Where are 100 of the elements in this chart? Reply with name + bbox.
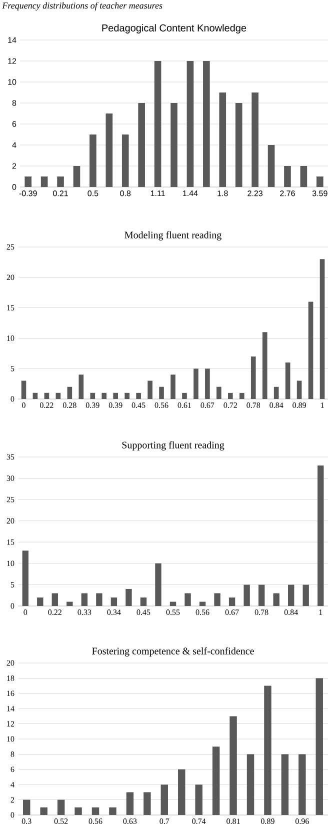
x-tick-label: 1.44	[183, 190, 198, 196]
y-tick-label: 20	[6, 274, 14, 280]
y-tick-label: 20	[6, 660, 14, 666]
bar	[288, 584, 294, 606]
bar	[140, 597, 147, 606]
bar	[214, 593, 220, 606]
y-tick-label: 14	[8, 37, 16, 43]
y-tick-label: 10	[7, 336, 14, 341]
y-tick-label: 6	[10, 766, 14, 772]
bar	[320, 259, 325, 399]
bar	[268, 145, 275, 187]
y-tick-label: 2	[12, 163, 16, 169]
x-tick-label: 0.63	[123, 818, 137, 824]
x-tick-label: 0.84	[270, 402, 284, 408]
x-tick-label: 0.78	[254, 610, 268, 615]
bar	[205, 368, 210, 399]
bar	[56, 392, 61, 399]
x-tick-label: 0.8	[120, 190, 131, 196]
y-tick-label: 12	[8, 58, 16, 64]
bar	[73, 166, 80, 187]
bar	[300, 166, 308, 187]
x-tick-label: 0.67	[200, 402, 214, 408]
y-tick-label: 10	[8, 79, 16, 85]
y-tick-label: 18	[7, 676, 14, 681]
bar	[264, 686, 272, 816]
bar	[316, 176, 324, 187]
x-tick-label: 0.81	[226, 818, 240, 824]
bar	[81, 593, 88, 606]
bar	[302, 584, 309, 606]
x-tick-label: 0.5	[88, 190, 98, 196]
x-tick-label: 0.33	[78, 610, 92, 615]
bar	[24, 176, 32, 187]
x-tick-label: 0.96	[295, 818, 309, 824]
bar	[216, 386, 222, 399]
bar	[22, 550, 28, 606]
bar	[250, 356, 256, 399]
x-tick-label: 0.39	[108, 402, 122, 408]
bar	[194, 368, 198, 399]
bar	[148, 380, 152, 399]
bar	[199, 602, 206, 606]
bar	[228, 392, 233, 399]
chart-title: Pedagogical Content Knowledge	[102, 24, 246, 34]
x-tick-label: 2.76	[280, 190, 295, 196]
bar	[57, 800, 65, 816]
bar	[298, 754, 306, 816]
bar	[136, 392, 141, 399]
bar	[184, 593, 191, 606]
bar	[66, 602, 73, 606]
x-tick-label: 0.3	[22, 818, 32, 824]
bar	[258, 584, 265, 606]
bar	[281, 754, 289, 816]
x-tick-label: 0.45	[136, 610, 150, 615]
y-tick-label: 25	[6, 244, 14, 250]
x-tick-label: 0.22	[48, 610, 62, 615]
x-tick-label: 0.78	[246, 402, 260, 408]
x-tick-label: 0.34	[107, 610, 121, 615]
chart-title: Supporting fluent reading	[122, 441, 224, 450]
bar	[296, 380, 302, 399]
x-tick-label: -0.39	[19, 190, 37, 196]
bar	[92, 807, 100, 816]
bar	[239, 392, 244, 399]
bar	[122, 134, 129, 187]
bar	[203, 61, 210, 187]
y-tick-label: 0	[10, 603, 14, 609]
x-tick-label: 1	[320, 402, 324, 408]
y-tick-label: 0	[12, 184, 16, 190]
bar	[170, 602, 176, 606]
y-tick-label: 14	[7, 706, 14, 712]
x-tick-label: 2.23	[248, 190, 262, 196]
x-tick-label: 0.21	[53, 190, 68, 196]
x-tick-label: 0.74	[192, 818, 206, 824]
bar	[212, 746, 220, 816]
x-tick-label: 0.22	[40, 402, 54, 408]
text: Frequency distributions of teacher measures	[2, 2, 162, 10]
y-tick-label: 2	[10, 797, 14, 802]
bar	[90, 134, 96, 187]
bar	[285, 362, 290, 399]
y-tick-label: 10	[7, 736, 14, 742]
y-tick-label: 35	[6, 454, 14, 460]
bar	[74, 807, 82, 816]
x-tick-label: 0.56	[154, 402, 168, 408]
y-tick-label: 10	[7, 560, 14, 566]
y-tick-label: 0	[10, 396, 14, 402]
bar	[126, 588, 132, 606]
bar	[170, 374, 176, 399]
x-tick-label: 0.55	[166, 610, 180, 615]
bar	[195, 784, 202, 816]
bar	[178, 769, 186, 816]
bar	[262, 332, 268, 399]
bar	[274, 386, 279, 399]
x-tick-label: 3.59	[312, 190, 328, 196]
bar	[109, 807, 116, 816]
bar	[40, 807, 48, 816]
x-tick-label: 0.7	[160, 818, 170, 824]
bar	[22, 800, 30, 816]
x-tick-label: 0.89	[261, 818, 274, 824]
x-tick-label: 0.72	[224, 402, 237, 408]
x-tick-label: 0.39	[86, 402, 100, 408]
x-tick-label: 0.56	[196, 610, 210, 615]
x-tick-label: 1.8	[218, 190, 228, 196]
